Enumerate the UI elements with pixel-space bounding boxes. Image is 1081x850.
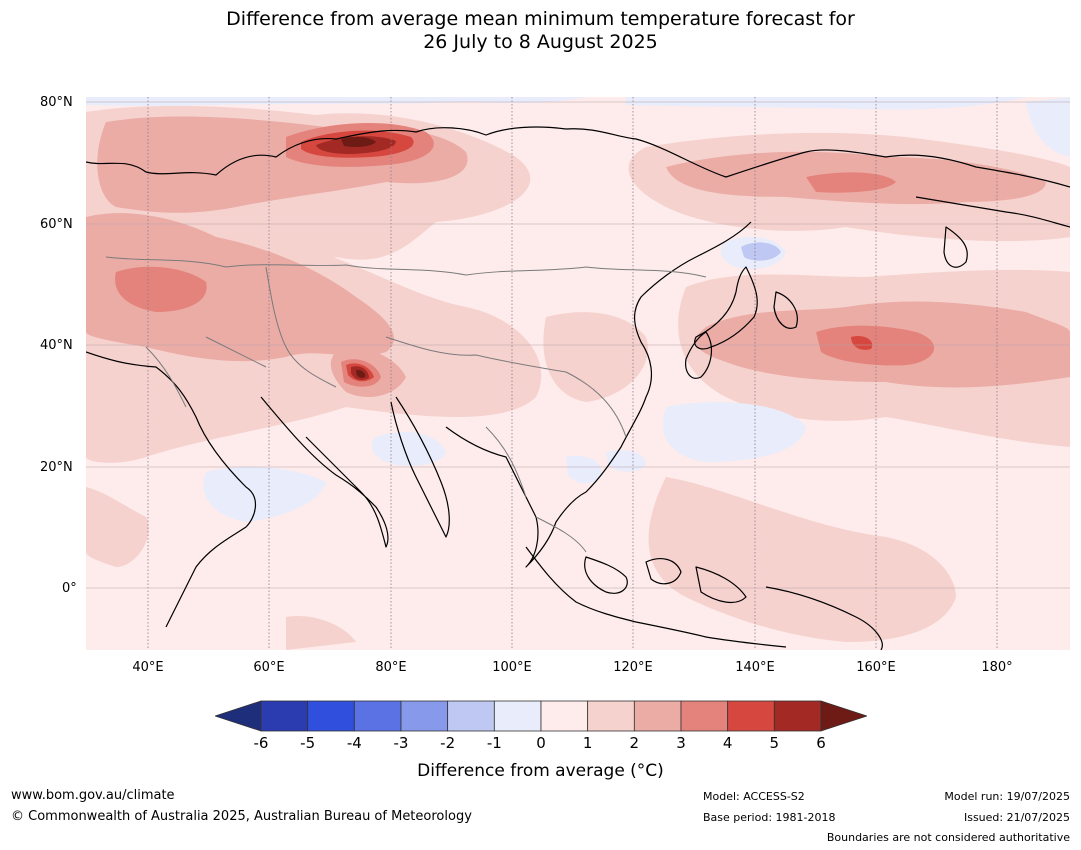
latitude-lines: [86, 101, 1070, 589]
lat-label-40n: 40°N: [40, 338, 73, 353]
cool-core-regions: [741, 242, 781, 261]
colorbar-tick-label: -4: [346, 734, 362, 752]
issued-date: Issued: 21/07/2025: [963, 811, 1070, 824]
cooler-than-average-regions: [86, 97, 1070, 522]
colorbar-tick-label: -5: [300, 734, 316, 752]
base-period: Base period: 1981-2018: [703, 811, 836, 824]
colorbar-cell: [447, 700, 495, 732]
lon-label-60e: 60°E: [253, 660, 285, 675]
colorbar: [215, 700, 867, 732]
coastlines: [86, 126, 1070, 650]
country-borders: [105, 256, 707, 553]
colorbar-tick-label: 4: [722, 734, 733, 752]
title-line-2: 26 July to 8 August 2025: [423, 31, 658, 53]
lat-label-20n: 20°N: [40, 460, 73, 475]
website-url[interactable]: www.bom.gov.au/climate: [11, 788, 175, 803]
title-line-1: Difference from average mean minimum tem…: [226, 8, 855, 30]
lat-label-0: 0°: [62, 581, 77, 596]
colorbar-cell: [773, 700, 822, 732]
colorbar-cell: [633, 700, 682, 732]
colorbar-tick-label: -2: [440, 734, 456, 752]
colorbar-tick-label: 0: [536, 734, 546, 752]
colorbar-cell: [353, 700, 402, 732]
graticule: [147, 97, 998, 650]
anomaly-2-3-regions: [86, 116, 1070, 397]
copyright-notice: © Commonwealth of Australia 2025, Austra…: [11, 809, 472, 824]
colorbar-cell: [727, 700, 775, 732]
colorbar-tick-label: -1: [486, 734, 502, 752]
temperature-anomaly-map: [86, 97, 1070, 650]
boundaries-disclaimer: Boundaries are not considered authoritat…: [826, 831, 1070, 844]
colorbar-tick-label: -3: [393, 734, 409, 752]
lon-label-40e: 40°E: [132, 660, 164, 675]
lon-label-120e: 120°E: [613, 660, 653, 675]
colorbar-cell: [307, 700, 355, 732]
colorbar-tick-label: 6: [816, 734, 826, 752]
lon-label-140e: 140°E: [735, 660, 775, 675]
colorbar-tick-label: -6: [253, 734, 269, 752]
colorbar-extend-low: [215, 700, 262, 732]
lat-label-80n: 80°N: [40, 95, 73, 110]
colorbar-cell: [260, 700, 309, 732]
colorbar-cell: [587, 700, 635, 732]
colorbar-extend-high: [820, 700, 867, 732]
colorbar-label: Difference from average (°C): [417, 761, 664, 781]
lon-label-80e: 80°E: [375, 660, 407, 675]
anomaly-extreme-regions: [341, 136, 376, 378]
lon-label-180: 180°: [981, 660, 1013, 675]
colorbar-cell: [400, 700, 449, 732]
colorbar-tick-label: 5: [769, 734, 780, 752]
model-run-date: Model run: 19/07/2025: [944, 790, 1070, 803]
model-name: Model: ACCESS-S2: [703, 790, 805, 803]
colorbar-tick-label: 2: [629, 734, 640, 752]
colorbar-cell: [540, 700, 589, 732]
colorbar-tick-label: 1: [582, 734, 593, 752]
lon-label-100e: 100°E: [492, 660, 532, 675]
colorbar-cell: [680, 700, 729, 732]
colorbar-cells: [215, 700, 867, 732]
colorbar-cell: [493, 700, 542, 732]
map-title: Difference from average mean minimum tem…: [0, 8, 1081, 54]
lon-label-160e: 160°E: [856, 660, 896, 675]
lat-label-60n: 60°N: [40, 217, 73, 232]
colorbar-tick-label: 3: [676, 734, 686, 752]
